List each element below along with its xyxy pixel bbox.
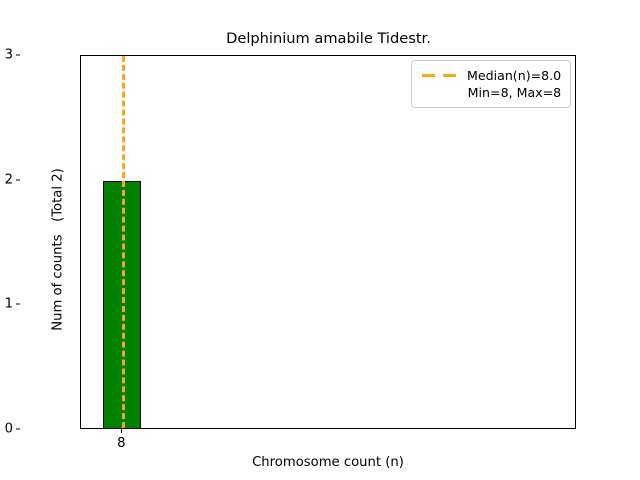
x-tick-label: 8 [117, 436, 126, 451]
plot-area [80, 55, 576, 429]
x-axis: 8 [0, 429, 640, 479]
median-line-swatch-icon [421, 67, 459, 84]
y-tick-label: 1 [4, 296, 13, 312]
legend: Median(n)=8.0 Min=8, Max=8 [411, 60, 572, 108]
y-tick-label: 0 [4, 421, 13, 437]
legend-label-median: Median(n)=8.0 [467, 68, 562, 83]
legend-entry-median: Median(n)=8.0 Min=8, Max=8 [421, 67, 561, 101]
x-axis-label: Chromosome count (n) [252, 455, 404, 470]
chart-title: Delphinium amabile Tidestr. [226, 30, 431, 47]
legend-label-group: Median(n)=8.0 Min=8, Max=8 [467, 67, 561, 101]
y-axis-label: Num of counts (Total 2) [50, 168, 66, 331]
y-tick-mark [15, 54, 20, 56]
y-tick-mark [15, 303, 20, 305]
bars-layer [81, 56, 575, 428]
y-tick-label: 3 [4, 47, 13, 63]
x-tick-mark [121, 429, 123, 433]
y-tick-mark [15, 179, 20, 181]
y-tick-label: 2 [4, 172, 13, 188]
legend-label-minmax: Min=8, Max=8 [467, 85, 562, 100]
y-axis: 0 1 2 3 [0, 0, 80, 480]
y-tick-mark [15, 428, 20, 430]
median-reference-line [122, 56, 126, 428]
